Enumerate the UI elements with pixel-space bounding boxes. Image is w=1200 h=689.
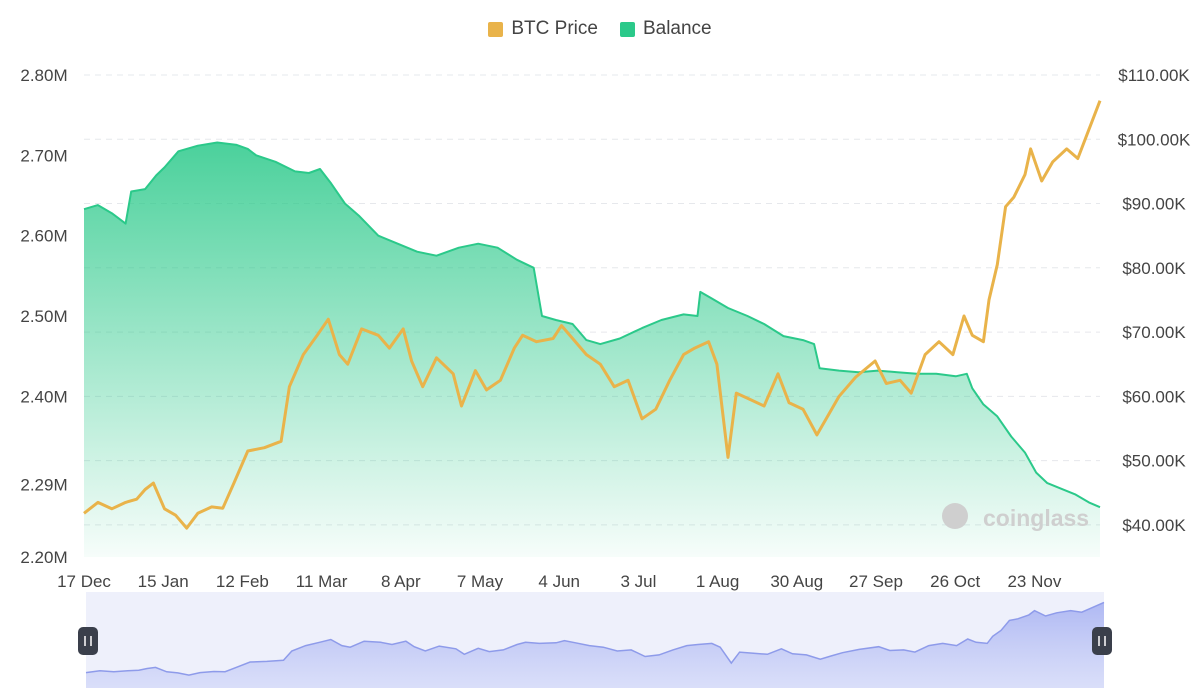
x-tick-label: 11 Mar	[296, 572, 348, 591]
watermark-text: coinglass	[983, 505, 1089, 531]
btc-price-line	[83, 100, 1102, 530]
legend-swatch-balance	[619, 21, 635, 37]
navigator-handle-left[interactable]	[78, 627, 98, 655]
legend-swatch-btc-price	[488, 21, 504, 37]
legend: BTC Price Balance	[0, 18, 1200, 40]
x-tick-label: 30 Aug	[770, 572, 823, 591]
balance-line	[83, 141, 1101, 509]
navigator-handle-right[interactable]	[1092, 627, 1112, 655]
legend-item-btc-price[interactable]: BTC Price	[488, 18, 598, 40]
x-tick-label: 15 Jan	[138, 572, 189, 591]
y-right-tick-label: $90.00K	[1122, 195, 1186, 214]
y-right-tick-label: $50.00K	[1122, 452, 1186, 471]
balance-area	[84, 142, 1100, 557]
x-tick-label: 7 May	[457, 572, 504, 591]
y-right-tick-label: $80.00K	[1122, 259, 1186, 278]
y-left-tick-label: 2.60M	[20, 227, 67, 246]
x-tick-label: 26 Oct	[930, 572, 980, 591]
x-tick-label: 17 Dec	[57, 572, 111, 591]
y-right-tick-label: $110.00K	[1118, 66, 1190, 85]
watermark-icon	[942, 503, 968, 529]
y-left-tick-label: 2.40M	[20, 387, 67, 406]
navigator-area	[86, 602, 1104, 688]
x-tick-label: 12 Feb	[216, 572, 269, 591]
x-tick-label: 27 Sep	[849, 572, 903, 591]
navigator-background	[86, 592, 1104, 688]
y-left-tick-label: 2.70M	[20, 146, 67, 165]
x-tick-label: 1 Aug	[696, 572, 740, 591]
y-right-tick-label: $60.00K	[1122, 387, 1186, 406]
y-right-tick-label: $70.00K	[1122, 323, 1186, 342]
y-right-tick-label: $100.00K	[1118, 130, 1191, 149]
legend-item-balance[interactable]: Balance	[619, 18, 712, 40]
x-tick-label: 4 Jun	[538, 572, 580, 591]
y-left-tick-label: 2.50M	[20, 307, 67, 326]
x-tick-label: 8 Apr	[381, 572, 421, 591]
y-left-tick-label: 2.20M	[20, 548, 67, 567]
legend-label-btc-price: BTC Price	[511, 18, 598, 39]
x-tick-label: 23 Nov	[1007, 572, 1061, 591]
y-left-tick-label: 2.29M	[20, 476, 67, 495]
navigator-line	[85, 601, 1105, 676]
y-right-tick-label: $40.00K	[1122, 516, 1186, 535]
x-tick-label: 3 Jul	[620, 572, 656, 591]
y-left-tick-label: 2.80M	[20, 66, 67, 85]
legend-label-balance: Balance	[642, 18, 712, 39]
